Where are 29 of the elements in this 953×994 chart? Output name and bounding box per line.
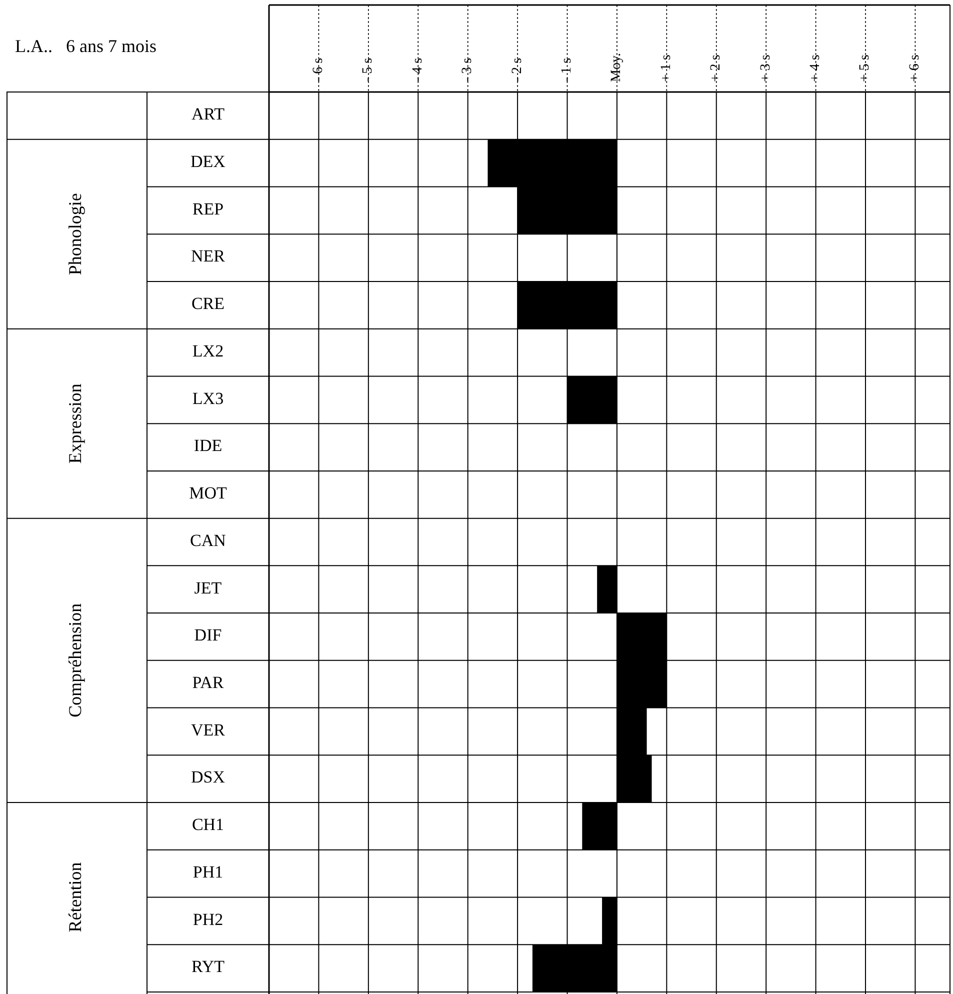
y-tick-label: RYT bbox=[191, 957, 226, 976]
text: Compréhension bbox=[65, 603, 86, 718]
y-tick-label: PH1 bbox=[192, 862, 224, 882]
y-tick-label: CH1 bbox=[192, 815, 224, 834]
x-tick-label: - 5 s bbox=[360, 58, 376, 82]
y-tick-label: MOT bbox=[189, 484, 228, 503]
x-tick-label: - 2 s bbox=[510, 58, 525, 82]
y-tick-label: LX2 bbox=[192, 341, 224, 360]
y-tick-label: DIF bbox=[194, 626, 222, 645]
y-tick-label: REP bbox=[192, 199, 224, 218]
x-tick-label: + 5 s bbox=[858, 54, 873, 82]
y-tick-label: PH2 bbox=[192, 910, 224, 929]
y-tick-label: VER bbox=[191, 720, 226, 740]
y-tick-label: LX3 bbox=[192, 388, 224, 408]
text: Phonologie bbox=[65, 193, 86, 276]
y-tick-label: CAN bbox=[190, 530, 226, 550]
y-tick-label: ART bbox=[192, 104, 226, 124]
y-tick-label: NER bbox=[191, 246, 226, 266]
y-tick-label: DEX bbox=[190, 152, 226, 171]
y-tick-label: PAR bbox=[192, 673, 224, 692]
x-tick-label: + 3 s bbox=[758, 54, 774, 82]
y-tick-label: IDE bbox=[194, 436, 222, 456]
y-tick-label: JET bbox=[194, 578, 222, 598]
text: Rétention bbox=[65, 862, 86, 932]
x-tick-label: Moy. bbox=[609, 52, 624, 82]
text: L.A.. 6 ans 7 mois bbox=[15, 36, 156, 56]
y-tick-label: DSX bbox=[190, 768, 226, 787]
y-tick-label: CRE bbox=[191, 294, 225, 314]
text: Expression bbox=[65, 384, 86, 464]
